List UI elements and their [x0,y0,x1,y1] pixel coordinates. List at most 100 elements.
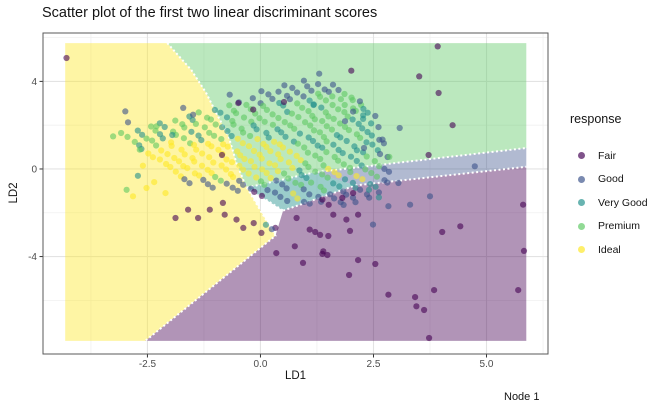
data-point-verygood [223,114,231,121]
data-point-verygood [284,108,291,115]
data-point-premium [148,123,155,130]
data-point-ideal [253,174,260,181]
data-point-verygood [339,150,346,157]
data-point-verygood [349,116,356,123]
data-point-ideal [206,154,213,161]
data-point-verygood [365,186,373,193]
data-point-verygood [305,134,312,141]
data-point-ideal [275,151,282,158]
data-point-ideal [297,157,304,164]
data-point-good [279,181,286,188]
data-point-good [286,96,293,103]
data-point-verygood [211,106,218,114]
data-point-premium [269,111,276,118]
data-point-premium [172,117,179,124]
data-point-fair [219,199,226,206]
data-point-premium [230,121,237,128]
data-point-good [229,184,236,191]
data-point-good [304,83,311,90]
data-point-fair [520,247,528,254]
data-point-ideal [245,170,252,177]
data-point-verygood [353,147,360,154]
data-point-good [308,87,315,94]
data-point-verygood [195,132,202,139]
data-point-verygood [336,183,343,190]
legend-item-premium: Premium [570,215,648,239]
data-point-verygood [319,144,326,151]
data-point-ideal [237,152,244,159]
data-point-good [223,180,230,187]
legend-item-label: Fair [598,149,617,162]
legend-key-dot [578,246,585,254]
data-point-ideal [263,143,270,150]
data-point-premium [247,132,254,140]
data-point-ideal [229,173,237,181]
legend-items: Fair Good Very Good Premium Ideal [570,144,648,262]
data-point-premium [376,163,383,170]
data-point-ideal [293,152,300,159]
data-point-fair [435,89,442,97]
data-point-premium [345,127,352,134]
data-point-good [426,193,434,200]
data-point-premium [337,120,344,127]
data-point-good [273,177,280,184]
data-point-premium [316,129,323,136]
legend-item-good: Good [570,168,648,192]
data-point-ideal [277,156,284,163]
legend-item-label: Ideal [598,243,621,256]
data-point-premium [337,96,344,103]
data-point-fair [235,100,242,107]
data-point-ideal [247,158,254,165]
data-point-fair [449,122,456,129]
data-point-verygood [367,181,374,188]
data-point-ideal [286,148,293,155]
data-point-good [385,203,392,210]
data-point-ideal [285,159,292,166]
data-point-ideal [274,168,281,175]
data-point-fair [431,287,438,294]
data-point-fair [273,250,280,257]
data-point-premium [371,158,378,165]
data-point-fair [346,227,354,234]
x-tick-label: -2.5 [139,359,157,370]
data-point-fair [425,151,432,159]
data-point-fair [172,214,179,222]
data-point-fair [206,206,213,213]
data-point-good [236,177,243,184]
data-point-premium [320,187,327,194]
data-point-good [226,91,233,98]
data-point-good [300,198,308,205]
data-point-good [300,77,307,84]
data-point-verygood [359,125,366,132]
panel-border [42,32,549,355]
data-point-premium [299,104,306,111]
data-point-verygood [347,153,355,160]
data-point-premium [181,124,188,131]
data-point-good [396,124,403,132]
data-point-premium [292,179,299,186]
y-tick-label: -4 [28,252,37,263]
data-point-verygood [303,174,310,182]
data-point-premium [311,116,318,123]
data-point-premium [305,108,312,115]
data-point-premium [124,133,131,140]
data-point-ideal [254,136,261,143]
data-point-verygood [298,172,305,179]
data-point-verygood [134,127,141,134]
data-point-premium [207,116,214,123]
data-point-good [316,70,323,77]
data-point-premium [302,119,309,126]
data-point-good [249,95,256,102]
data-point-premium [275,114,282,122]
data-point-verygood [161,123,168,131]
data-point-ideal [234,135,241,142]
data-point-premium [281,170,288,177]
data-point-premium [341,101,348,109]
data-point-premium [310,127,318,134]
data-point-premium [322,97,329,104]
data-point-premium [261,118,268,125]
data-point-verygood [198,137,205,144]
data-point-good [186,180,193,187]
data-point-verygood [159,135,166,142]
data-point-good [122,108,129,115]
